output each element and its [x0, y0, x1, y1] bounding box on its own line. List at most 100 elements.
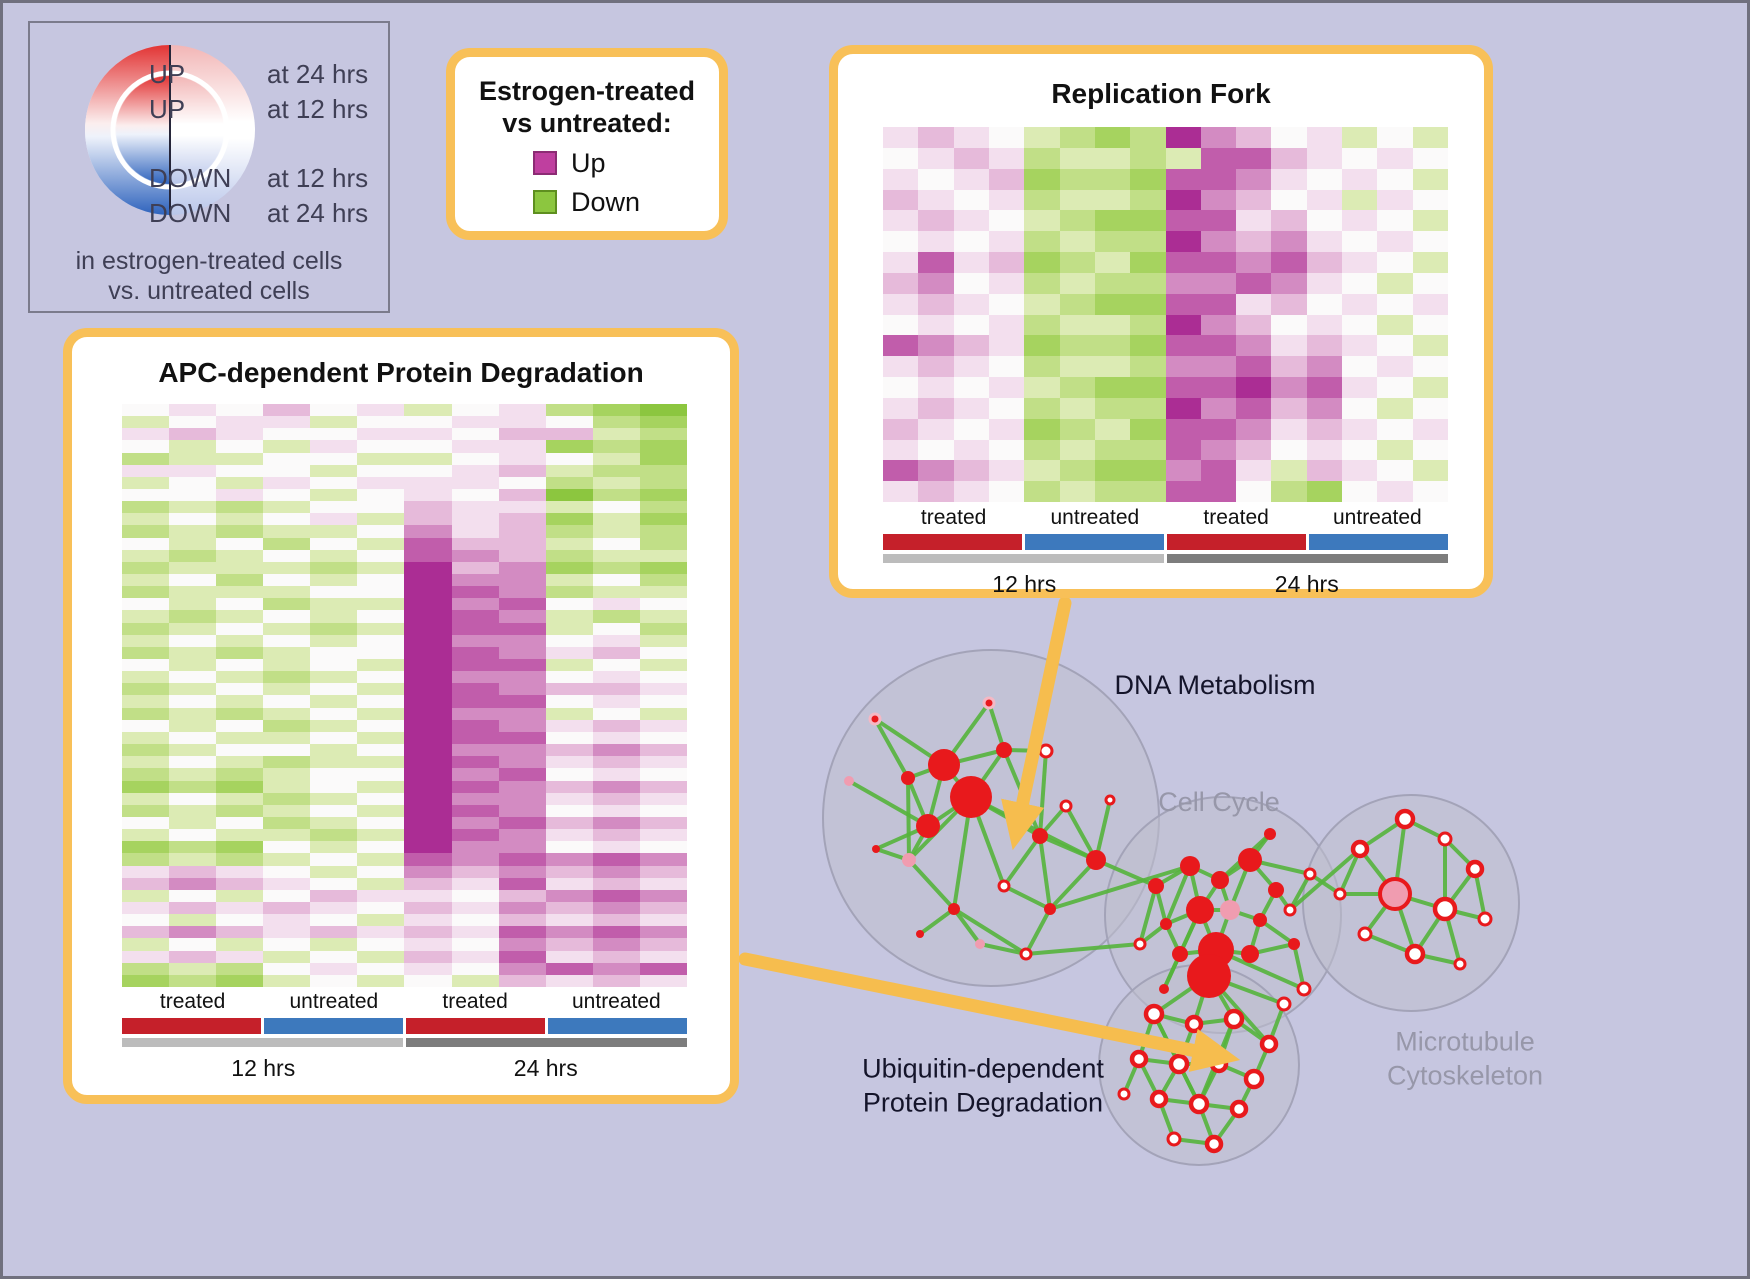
heatmap-cell — [310, 841, 358, 854]
heatmap-cell — [1342, 168, 1378, 190]
cluster-label-dna-metabolism: DNA Metabolism — [1114, 669, 1315, 703]
heatmap-cell — [451, 707, 499, 720]
heatmap-cell — [545, 610, 593, 623]
heatmap-cell — [918, 252, 954, 273]
heatmap-cell — [451, 671, 499, 684]
heatmap-cell — [263, 404, 311, 417]
heatmap-cell — [545, 744, 593, 757]
heatmap-cell — [357, 574, 405, 587]
heatmap-cell — [451, 549, 499, 562]
heatmap-cell — [1165, 272, 1201, 294]
heatmap-cell — [592, 501, 640, 514]
heatmap-cell — [1059, 231, 1095, 252]
heatmap-cell — [639, 780, 687, 793]
heatmap-cell — [1342, 272, 1378, 294]
heatmap-cell — [545, 695, 593, 708]
heatmap-cell — [451, 683, 499, 696]
heatmap-cell — [263, 926, 311, 939]
heatmap-cell — [404, 889, 452, 902]
heatmap-cell — [592, 780, 640, 793]
heatmap-cell — [1342, 397, 1378, 419]
replication-time-labels: 12 hrs 24 hrs — [883, 571, 1448, 598]
down-24-time: at 24 hrs — [267, 198, 369, 228]
network-node — [1117, 1087, 1131, 1101]
heatmap-cell — [216, 440, 264, 453]
heatmap-cell — [357, 950, 405, 963]
heatmap-cell — [216, 853, 264, 866]
heatmap-cell — [498, 719, 546, 732]
heatmap-cell — [310, 780, 358, 793]
heatmap-cell — [451, 598, 499, 611]
heatmap-cell — [169, 974, 217, 987]
heatmap-cell — [357, 756, 405, 769]
heatmap-cell — [545, 646, 593, 660]
heatmap-cell — [1377, 356, 1413, 377]
heatmap-cell — [1094, 460, 1131, 482]
heatmap-cell — [988, 377, 1025, 398]
heatmap-cell — [263, 889, 311, 902]
heatmap-cell — [1024, 481, 1060, 502]
apc-panel-title: APC-dependent Protein Degradation — [158, 357, 644, 388]
heatmap-cell — [451, 853, 499, 866]
heatmap-cell — [1306, 252, 1343, 273]
heatmap-cell — [1200, 293, 1237, 315]
heatmap-cell — [122, 877, 170, 890]
heatmap-cell — [216, 841, 264, 854]
heatmap-cell — [310, 513, 358, 526]
heatmap-cell — [988, 168, 1025, 190]
heatmap-cell — [263, 561, 311, 575]
heatmap-cell — [216, 537, 264, 550]
heatmap-cell — [639, 416, 687, 429]
estrogen-legend-title: Estrogen-treated vs untreated: — [455, 75, 719, 140]
group-label-treated-24: treated — [442, 990, 508, 1013]
heatmap-cell — [1412, 377, 1448, 398]
network-node — [1086, 850, 1106, 870]
network-node — [1241, 945, 1259, 963]
heatmap-cell — [1059, 397, 1095, 419]
heatmap-cell — [1377, 252, 1413, 273]
network-node — [996, 742, 1012, 758]
heatmap-cell — [169, 561, 217, 575]
time-bar-24hrs — [1167, 554, 1448, 563]
heatmap-cell — [639, 646, 687, 660]
heatmap-cell — [1412, 293, 1448, 315]
heatmap-cell — [1094, 189, 1131, 211]
heatmap-cell — [988, 210, 1025, 232]
heatmap-cell — [451, 829, 499, 842]
heatmap-cell — [122, 756, 170, 769]
heatmap-cell — [357, 440, 405, 453]
heatmap-cell — [953, 397, 989, 419]
heatmap-cell — [639, 950, 687, 963]
heatmap-cell — [122, 914, 170, 927]
heatmap-cell — [451, 404, 499, 417]
network-node — [1133, 937, 1147, 951]
heatmap-cell — [357, 622, 405, 635]
heatmap-cell — [592, 404, 640, 417]
heatmap-cell — [310, 659, 358, 672]
heatmap-cell — [1130, 335, 1166, 357]
heatmap-cell — [883, 460, 919, 482]
heatmap-cell — [216, 950, 264, 963]
heatmap-cell — [357, 452, 405, 465]
heatmap-cell — [451, 780, 499, 793]
network-node — [868, 712, 882, 726]
heatmap-cell — [545, 756, 593, 769]
heatmap-cell — [639, 974, 687, 987]
heatmap-cell — [122, 476, 170, 490]
heatmap-cell — [498, 792, 546, 805]
heatmap-cell — [498, 756, 546, 769]
heatmap-cell — [404, 549, 452, 562]
heatmap-cell — [122, 744, 170, 757]
heatmap-cell — [545, 404, 593, 417]
heatmap-cell — [1200, 439, 1237, 461]
replication-fork-panel: Replication Fork treated untreated treat… — [829, 45, 1493, 598]
heatmap-cell — [263, 574, 311, 587]
up-24-word: UP — [149, 59, 186, 89]
network-edge — [1094, 799, 1112, 861]
heatmap-cell — [122, 428, 170, 441]
heatmap-cell — [639, 537, 687, 550]
heatmap-cell — [1024, 252, 1060, 273]
network-node — [975, 939, 985, 949]
heatmap-cell — [988, 418, 1025, 440]
heatmap-cell — [169, 598, 217, 611]
